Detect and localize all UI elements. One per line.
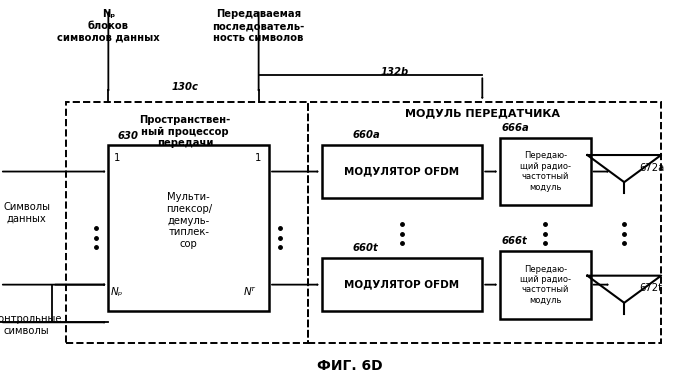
Text: ФИГ. 6D: ФИГ. 6D [317,359,382,373]
Text: 1: 1 [254,153,261,163]
Bar [322,145,482,198]
Text: 630: 630 [117,131,138,141]
Text: Передаваемая
последователь-
ность символов: Передаваемая последователь- ность символ… [212,9,305,43]
Text: МОДУЛЯТОР OFDM: МОДУЛЯТОР OFDM [345,167,459,176]
Text: 660t: 660t [353,243,379,253]
Text: Пространствен-
ный процессор
передачи: Пространствен- ный процессор передачи [140,115,231,148]
Text: Nₚ
блоков
символов данных: Nₚ блоков символов данных [57,9,159,43]
Text: Мульти-
плексор/
демуль-
типлек-
сор: Мульти- плексор/ демуль- типлек- сор [166,192,212,249]
Text: Nₚ: Nₚ [110,287,123,297]
Text: 672t: 672t [640,284,663,293]
Text: Символы
данных: Символы данных [3,202,50,224]
Text: 130c: 130c [171,82,198,92]
Text: 132b: 132b [381,67,409,77]
Text: Nᵀ: Nᵀ [243,287,255,297]
Bar [108,145,269,311]
Text: Контрольные
символы: Контрольные символы [0,314,62,336]
Text: 1: 1 [114,153,120,163]
Bar [500,251,591,319]
Text: 672a: 672a [640,163,665,173]
Bar [322,258,482,311]
Bar [500,138,591,205]
Text: 660a: 660a [353,130,381,140]
Text: 666t: 666t [502,236,528,246]
Text: Передаю-
щий радио-
частотный
модуль: Передаю- щий радио- частотный модуль [520,152,570,192]
Text: МОДУЛЯТОР OFDM: МОДУЛЯТОР OFDM [345,280,459,290]
Bar [66,102,308,343]
Bar [308,102,661,343]
Text: Передаю-
щий радио-
частотный
модуль: Передаю- щий радио- частотный модуль [520,265,570,305]
Text: МОДУЛЬ ПЕРЕДАТЧИКА: МОДУЛЬ ПЕРЕДАТЧИКА [405,108,560,118]
Text: 666a: 666a [502,123,530,133]
